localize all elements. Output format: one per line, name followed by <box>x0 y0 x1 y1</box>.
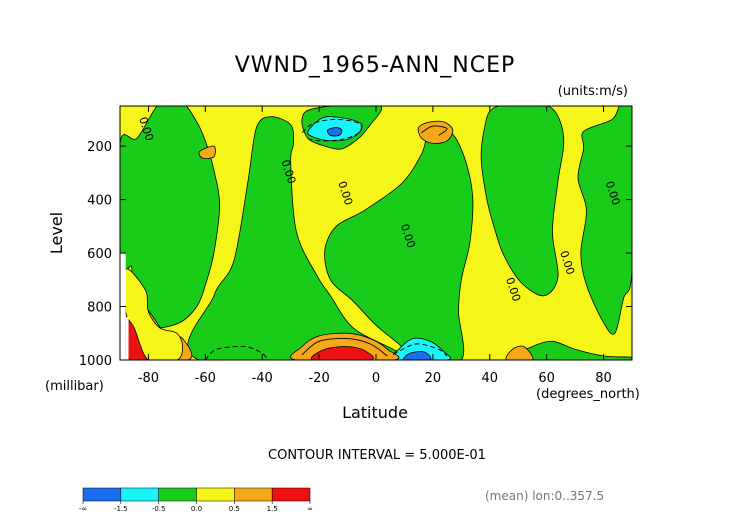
y-tick-label-0: 200 <box>87 140 112 155</box>
contour-region-9 <box>480 106 565 297</box>
colorbar-label-0: -∞ <box>79 505 87 513</box>
colorbar-swatch-5 <box>271 487 311 502</box>
contour-region-8 <box>403 351 432 360</box>
x-tick-label-3: -20 <box>308 371 329 386</box>
contour-region-6 <box>324 127 474 360</box>
x-axis-label: Latitude <box>342 403 408 422</box>
x-tick-label-2: -40 <box>252 371 273 386</box>
y-axis-label: Level <box>47 212 66 254</box>
colorbar-label-1: -1.5 <box>114 505 128 513</box>
contour-region-7 <box>389 337 451 360</box>
solid-contour-1 <box>421 125 448 136</box>
x-tick-label-0: -80 <box>138 371 159 386</box>
x-axis: -80 -60 -40 -20 0 20 40 60 80 <box>138 106 612 386</box>
x-tick-label-1: -60 <box>195 371 216 386</box>
x-tick-label-5: 20 <box>425 371 442 386</box>
units-label: (units:m/s) <box>558 84 628 99</box>
plot-area: 0.000.000.000.000.000.000.00 <box>120 106 632 360</box>
dashed-contour-1 <box>204 346 269 360</box>
colorbar: -∞ -1.5 -0.5 0.0 0.5 1.5 ∞ <box>79 487 313 513</box>
x-tick-label-7: 60 <box>538 371 555 386</box>
contour-region-14 <box>417 120 454 144</box>
contour-region-10 <box>577 106 632 335</box>
y-tick-label-1: 400 <box>87 194 112 209</box>
contour-region-5 <box>326 126 343 137</box>
colorbar-swatch-2 <box>158 487 197 502</box>
colorbar-label-6: ∞ <box>307 505 313 513</box>
colorbar-swatch-1 <box>120 487 159 502</box>
colorbar-label-4: 0.5 <box>229 505 240 513</box>
colorbar-swatch-4 <box>234 487 273 502</box>
dashed-contour-0 <box>301 118 362 142</box>
dashed-contour-2 <box>392 343 448 357</box>
contour-region-19 <box>123 268 184 360</box>
contour-region-17 <box>505 345 534 360</box>
x-tick-label-6: 40 <box>482 371 499 386</box>
colorbar-swatch-0 <box>82 487 122 502</box>
x-tick-label-4: 0 <box>372 371 380 386</box>
solid-contour-0 <box>301 338 388 357</box>
colorbar-label-2: -0.5 <box>152 505 166 513</box>
footer-text: (mean) lon:0..357.5 <box>485 489 604 503</box>
y-tick-label-3: 800 <box>87 301 112 316</box>
y-tick-label-2: 600 <box>87 247 112 262</box>
contour-region-11 <box>507 340 632 360</box>
contour-region-18 <box>198 145 216 159</box>
y-tick-label-4: 1000 <box>79 354 112 369</box>
x-tick-label-8: 80 <box>595 371 612 386</box>
missing-data-area-1 <box>125 317 129 360</box>
colorbar-label-5: 1.5 <box>267 505 278 513</box>
colorbar-label-3: 0.0 <box>191 505 202 513</box>
y-axis: 200 400 600 800 1000 <box>79 140 632 369</box>
chart-title: VWND_1965-ANN_NCEP <box>235 53 516 78</box>
contour-interval-text: CONTOUR INTERVAL = 5.000E-01 <box>268 448 486 463</box>
colorbar-swatch-3 <box>196 487 235 502</box>
contour-region-2 <box>187 116 422 360</box>
y-units-label: (millibar) <box>45 379 104 394</box>
x-units-label: (degrees_north) <box>536 387 640 402</box>
contour-region-13 <box>310 346 374 360</box>
